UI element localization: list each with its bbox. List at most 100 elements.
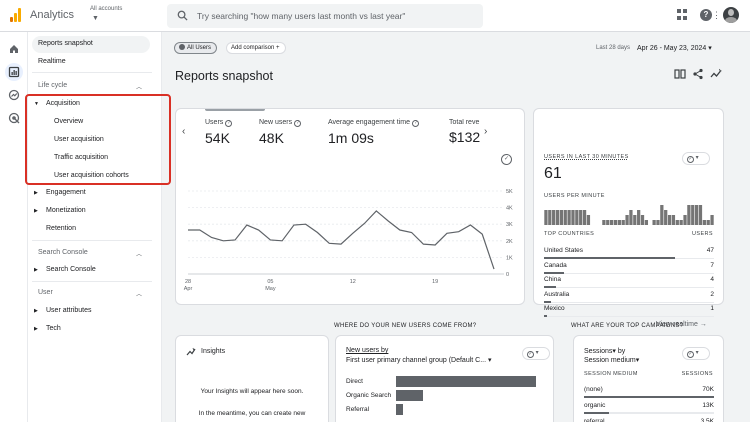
collapse-caret-icon[interactable]: ︿ — [136, 292, 143, 298]
all-users-chip[interactable]: All Users — [174, 42, 218, 54]
per-minute-bar — [613, 220, 618, 225]
new-users-compare-button[interactable]: ✓ ▾ — [522, 347, 550, 360]
channel-label[interactable]: Organic Search — [346, 392, 392, 399]
collapsed-triangle-icon[interactable]: ▶ — [34, 208, 38, 214]
country-users: 2 — [710, 290, 714, 298]
info-icon[interactable]: ? — [225, 120, 233, 127]
nav-reports-snapshot[interactable]: Reports snapshot — [38, 40, 93, 47]
compare-view-icon[interactable] — [674, 68, 686, 80]
date-range-label: Last 28 days — [596, 45, 631, 51]
home-icon[interactable] — [8, 43, 20, 55]
dropdown-caret-icon: ▾ — [635, 357, 640, 364]
nav-section-life-cycle[interactable]: Life cycle — [38, 82, 68, 89]
campaign-row[interactable]: (none) 70K — [584, 386, 714, 400]
new-users-dimension[interactable]: First user primary channel group (Defaul… — [346, 356, 492, 364]
country-row[interactable]: Canada 7 — [544, 260, 714, 274]
realtime-compare-button[interactable]: ✓ ▾ — [682, 152, 710, 165]
expanded-triangle-icon[interactable]: ▼ — [34, 101, 39, 107]
channel-bar — [396, 376, 537, 387]
country-bar-track — [544, 316, 714, 317]
nav-monetization[interactable]: Monetization — [46, 207, 86, 214]
nav-user-acquisition-cohorts[interactable]: User acquisition cohorts — [54, 172, 129, 179]
per-minute-bar — [617, 220, 621, 225]
apps-grid-icon[interactable] — [677, 9, 689, 21]
per-minute-bar — [660, 205, 664, 225]
metric-new-users[interactable]: New users? 48K — [259, 119, 302, 146]
country-row[interactable]: Australia 2 — [544, 289, 714, 303]
nav-tech[interactable]: Tech — [46, 325, 61, 332]
campaigns-compare-button[interactable]: ✓ ▾ — [682, 347, 710, 360]
campaigns-title[interactable]: Sessions▾ by — [584, 347, 625, 355]
country-users: 47 — [706, 247, 714, 254]
info-icon[interactable]: ? — [294, 120, 302, 127]
country-bar — [544, 315, 548, 317]
advertising-icon[interactable] — [8, 112, 20, 124]
account-caret-icon[interactable]: ▼ — [92, 15, 99, 22]
add-comparison-button[interactable]: Add comparison + — [226, 42, 286, 54]
explore-icon[interactable] — [8, 89, 20, 101]
per-minute-bar — [559, 210, 564, 225]
channel-label[interactable]: Direct — [346, 378, 363, 385]
channel-label[interactable]: Referral — [346, 406, 370, 413]
collapse-caret-icon[interactable]: ︿ — [136, 252, 143, 258]
campaigns-dimension[interactable]: Session medium▾ — [584, 356, 639, 364]
campaign-row[interactable]: organic 13K — [584, 402, 714, 416]
check-circle-icon[interactable]: ✓ — [501, 154, 512, 165]
nav-retention[interactable]: Retention — [46, 225, 76, 232]
country-row[interactable]: China 4 — [544, 274, 714, 288]
search-bar[interactable]: Try searching "how many users last month… — [167, 4, 483, 28]
country-row[interactable]: United States 47 — [544, 245, 714, 259]
nav-acquisition[interactable]: Acquisition — [46, 100, 80, 107]
per-minute-bar — [691, 205, 695, 225]
help-icon[interactable]: ? — [700, 9, 712, 21]
nav-user-attributes[interactable]: User attributes — [46, 307, 92, 314]
nav-section-search-console[interactable]: Search Console — [38, 249, 88, 256]
collapsed-triangle-icon[interactable]: ▶ — [34, 267, 38, 273]
account-selector-label[interactable]: All accounts — [90, 6, 123, 12]
insights-empty-line1: Your Insights will appear here soon. — [200, 388, 304, 395]
info-icon[interactable]: ? — [411, 120, 419, 127]
collapse-caret-icon[interactable]: ︿ — [136, 85, 143, 91]
collapsed-triangle-icon[interactable]: ▶ — [34, 190, 38, 196]
nav-traffic-acquisition[interactable]: Traffic acquisition — [54, 154, 109, 161]
insights-trend-icon[interactable] — [710, 68, 722, 80]
channel-bar-track — [396, 404, 539, 415]
view-realtime-link[interactable]: View realtime → — [656, 321, 707, 328]
top-countries-label: TOP COUNTRIES — [544, 231, 595, 237]
metric-total-revenue[interactable]: Total reve $132 — [449, 119, 481, 145]
nav-user-acquisition[interactable]: User acquisition — [54, 136, 104, 143]
metric-users[interactable]: Users? 54K — [205, 109, 266, 146]
country-bar — [544, 286, 556, 288]
avatar[interactable] — [723, 7, 739, 23]
metric-total-revenue-label: Total reve — [449, 119, 480, 126]
more-vert-icon[interactable]: ⋮ — [712, 10, 721, 20]
search-placeholder[interactable]: Try searching "how many users last month… — [197, 11, 406, 21]
users-per-minute-label: USERS PER MINUTE — [544, 193, 605, 199]
campaign-bar-track — [584, 412, 714, 414]
per-minute-bar — [652, 220, 656, 225]
nav-divider — [32, 72, 152, 73]
collapsed-triangle-icon[interactable]: ▶ — [34, 326, 38, 332]
per-minute-bar — [606, 220, 610, 225]
date-range-picker[interactable]: Apr 26 - May 23, 2024 ▾ — [637, 44, 712, 52]
segment-dot-icon — [179, 44, 185, 50]
nav-engagement[interactable]: Engagement — [46, 189, 86, 196]
share-icon[interactable] — [692, 68, 704, 80]
per-minute-bar — [552, 210, 556, 225]
new-users-by-title[interactable]: New users by — [346, 347, 389, 354]
nav-search-console[interactable]: Search Console — [46, 266, 96, 273]
analytics-logo-icon[interactable] — [10, 8, 22, 22]
metric-avg-engagement[interactable]: Average engagement time? 1m 09s — [328, 119, 419, 146]
country-row[interactable]: Mexico 1 — [544, 303, 714, 317]
nav-acquisition-overview[interactable]: Overview — [54, 118, 84, 125]
users-per-minute-bars — [544, 205, 714, 225]
collapsed-triangle-icon[interactable]: ▶ — [34, 308, 38, 314]
nav-section-user[interactable]: User — [38, 289, 53, 296]
per-minute-bar — [571, 210, 575, 225]
next-metric-arrow-icon[interactable]: › — [484, 126, 488, 137]
campaign-row[interactable]: referral 3.5K — [584, 418, 714, 422]
country-users: 4 — [710, 276, 714, 283]
reports-icon[interactable] — [8, 66, 20, 78]
nav-realtime[interactable]: Realtime — [38, 58, 66, 65]
prev-metric-arrow-icon[interactable]: ‹ — [182, 126, 186, 137]
